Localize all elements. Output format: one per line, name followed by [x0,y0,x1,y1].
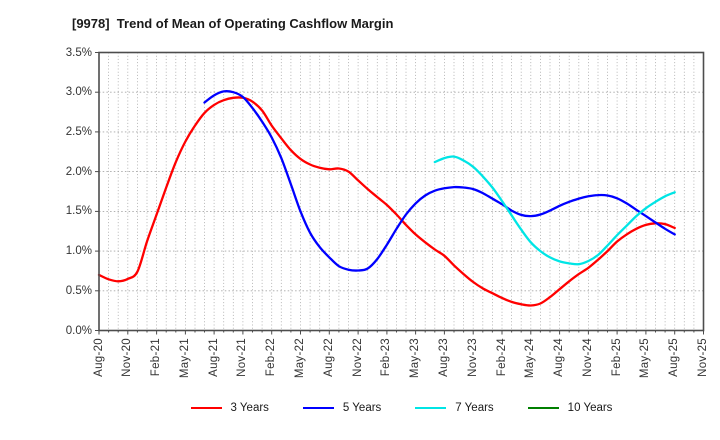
y-tick-label: 0.5% [65,284,92,297]
legend-item-10-years: 10 Years [527,402,613,414]
chart-title: [9978] Trend of Mean of Operating Cashfl… [72,16,394,31]
x-tick-label: Aug-22 [322,337,335,377]
x-tick-label: May-22 [294,337,306,378]
y-tick-label: 2.0% [65,165,92,178]
x-tick-label: Feb-24 [495,337,508,376]
x-tick-label: Feb-25 [610,337,623,376]
x-tick-label: Nov-23 [466,337,479,377]
x-tick-label: Nov-25 [697,337,709,377]
legend-line-sample-5-years [302,407,334,409]
x-tick-label: Feb-23 [380,337,393,376]
x-tick-label: Aug-25 [668,337,681,377]
x-tick-label: Nov-22 [351,337,364,377]
legend-line-sample-10-years [527,407,559,409]
x-tick-label: May-23 [409,337,422,378]
x-tick-label: Aug-24 [553,337,566,377]
y-tick-label: 0.0% [65,324,92,337]
legend-item-3-years: 3 Years [190,402,269,414]
x-tick-label: Nov-21 [236,337,249,377]
legend-line-sample-7-years [415,407,447,409]
legend-item-5-years: 5 Years [302,402,382,414]
y-tick-label: 2.5% [65,125,92,138]
y-tick-label: 3.0% [65,86,92,99]
y-tick-label: 3.5% [65,46,92,59]
plot-border [98,51,705,332]
x-tick-label: May-24 [524,337,537,378]
x-tick-label: Feb-21 [150,337,163,376]
x-tick-label: May-21 [178,337,191,378]
y-tick-label: 1.5% [65,205,92,218]
legend-line-sample-3-years [190,407,222,409]
x-tick-label: Aug-21 [207,337,220,377]
x-tick-label: Aug-20 [92,337,105,377]
x-tick-label: Aug-23 [437,337,450,377]
legend-label-3-years: 3 Years [230,402,269,414]
x-tick-label: May-25 [639,337,652,378]
y-tick-label: 1.0% [65,245,92,258]
series-line-7-years [433,155,676,266]
legend-label-5-years: 5 Years [342,402,382,414]
legend-label-10-years: 10 Years [567,402,613,414]
legend-item-7-years: 7 Years [415,402,494,414]
x-tick-label: Feb-22 [265,337,278,376]
series-line-5-years [203,90,676,272]
x-tick-label: Nov-20 [121,337,134,377]
legend-label-7-years: 7 Years [455,402,494,414]
legend: 3 Years 5 Years 7 Years 10 Years [99,402,704,414]
x-tick-label: Nov-24 [581,337,594,377]
series-line-3-years [97,96,676,307]
